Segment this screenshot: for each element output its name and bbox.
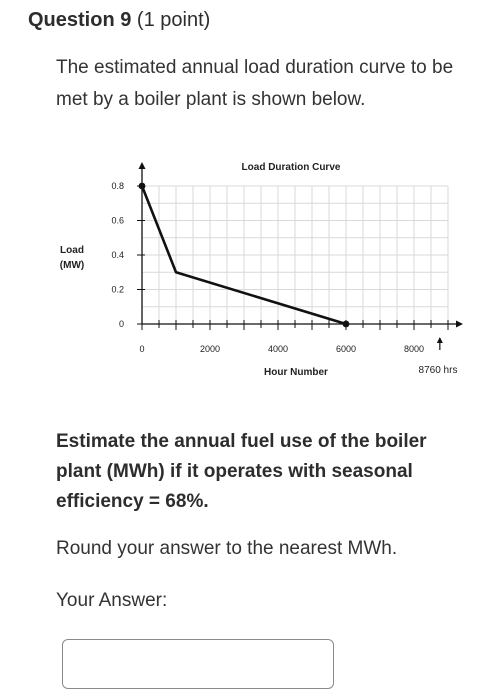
x-tick-label: 2000 [200,344,220,354]
x-tick-label: 0 [139,344,144,354]
y-axis-label-line2: (MW) [60,260,84,271]
question-prompt: The estimated annual load duration curve… [56,57,454,110]
question-points: (1 point) [136,9,211,31]
answer-label: Your Answer: [56,590,168,611]
data-point-end [342,320,350,328]
y-axis-label-line1: Load [60,245,84,256]
x-end-arrow-icon [436,337,443,343]
x-axis-label: Hour Number [264,367,328,378]
question-header: Question 9 (1 point) [28,9,210,32]
load-duration-chart: Load Duration Curve Load (MW) 0 2000 4000 6… [60,162,463,378]
y-tick-label: 0.4 [111,250,124,260]
x-axis-arrow-icon [456,320,463,328]
series-line [140,185,347,326]
question-title: Question 9 [28,9,132,31]
y-tick-label: 0.6 [111,216,124,226]
chart-title: Load Duration Curve [242,162,341,173]
y-tick-label: 0.2 [111,285,124,295]
task-text: Estimate the annual fuel use of the boil… [56,431,427,512]
rounding-instruction: Round your answer to the nearest MWh. [56,538,398,559]
y-axis-arrow-icon [138,162,146,169]
x-tick-label: 6000 [336,344,356,354]
data-point-start [138,182,146,190]
y-tick-label: 0.8 [111,181,124,191]
x-tick-label: 8000 [404,344,424,354]
y-tick-label: 0 [119,319,124,329]
x-axis-end-label: 8760 hrs [419,365,458,376]
answer-input[interactable] [62,639,334,689]
x-tick-label: 4000 [268,344,288,354]
